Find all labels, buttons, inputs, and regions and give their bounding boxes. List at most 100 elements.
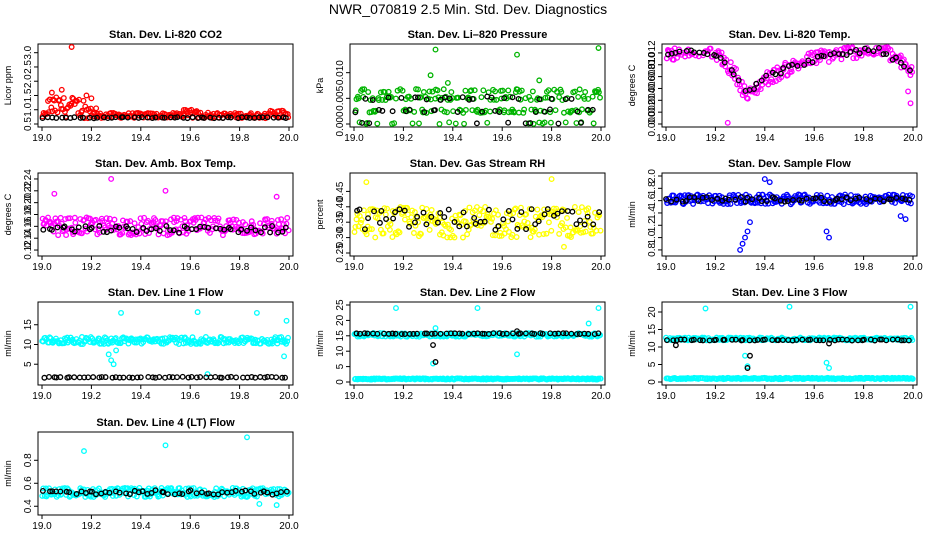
data-point [156, 493, 163, 499]
data-point [139, 488, 146, 495]
data-point [253, 309, 260, 316]
data-point [174, 374, 180, 381]
x-tick-label: 19.4 [755, 262, 775, 273]
data-point [257, 229, 264, 236]
data-point [121, 335, 128, 342]
data-point [798, 197, 805, 204]
x-tick-label: 19.8 [230, 133, 250, 144]
x-tick-label: 19.8 [230, 262, 250, 273]
data-point [205, 224, 212, 231]
data-point [737, 194, 744, 201]
data-point [753, 80, 760, 87]
data-point [850, 55, 857, 62]
data-point [781, 198, 788, 205]
y-tick-label: 5 [647, 361, 658, 367]
x-tick-label: 19.6 [180, 521, 200, 532]
data-point [374, 120, 381, 127]
data-point [174, 114, 181, 121]
data-point [149, 374, 156, 381]
y-tick-label: 0.20 [23, 192, 34, 212]
data-point [676, 48, 683, 55]
y-axis-label: Licor ppm [3, 66, 13, 106]
data-point [562, 119, 569, 126]
data-point [663, 196, 669, 202]
data-point [778, 74, 785, 81]
x-tick-label: 19.6 [492, 391, 512, 402]
data-point [387, 221, 394, 228]
data-point [577, 217, 583, 224]
data-point [581, 221, 588, 228]
data-point [411, 108, 418, 115]
x-tick-label: 19.4 [443, 133, 463, 144]
data-point [152, 114, 159, 121]
plot-frame [37, 431, 294, 516]
data-point [840, 201, 847, 208]
plot-frame [661, 172, 918, 257]
y-tick-label: 0.12 [23, 240, 34, 260]
data-point [820, 337, 827, 344]
data-point [363, 231, 370, 238]
data-point [545, 219, 552, 226]
data-point [213, 485, 220, 492]
data-point [492, 226, 499, 233]
y-tick-label: 0.006 [647, 76, 658, 101]
data-point [282, 374, 288, 381]
data-point [46, 334, 53, 341]
y-tick-label: 0.30 [335, 227, 346, 247]
x-tick-label: 19.2 [394, 391, 414, 402]
data-point [184, 115, 191, 122]
data-point [838, 196, 845, 203]
data-point [591, 331, 598, 338]
data-point [585, 95, 592, 102]
data-point [376, 219, 383, 226]
data-point [541, 108, 548, 115]
data-point [88, 95, 95, 102]
y-tick-label: 0.18 [23, 204, 34, 224]
x-tick-label: 19.6 [180, 391, 200, 402]
data-point [189, 334, 196, 341]
x-tick-label: 19.4 [131, 133, 151, 144]
data-point [202, 216, 209, 223]
panel-title: Stan. Dev. Gas Stream RH [410, 158, 546, 170]
data-point [697, 337, 704, 344]
data-point [251, 490, 258, 497]
data-point [579, 106, 585, 113]
y-axis-label: ml/min [627, 330, 637, 357]
data-point [445, 206, 452, 213]
data-point [194, 309, 201, 316]
data-point [814, 53, 821, 60]
data-point [398, 94, 405, 101]
data-point [437, 96, 444, 103]
data-point [87, 334, 94, 341]
data-point [521, 106, 528, 113]
data-point [573, 331, 580, 338]
data-point [556, 94, 563, 101]
data-point [505, 228, 512, 235]
data-point [257, 220, 264, 227]
data-point [556, 230, 563, 237]
data-point [444, 79, 451, 86]
y-tick-label: 0.002 [647, 99, 658, 124]
data-point [47, 220, 54, 226]
y-tick-label: 0.4 [23, 499, 34, 513]
data-point [902, 216, 909, 223]
y-axis-label: degrees C [627, 64, 637, 106]
data-point [414, 213, 421, 220]
data-point [582, 89, 589, 95]
data-point [875, 44, 882, 51]
data-point [488, 218, 494, 225]
data-point [468, 87, 475, 94]
data-point [754, 90, 760, 97]
data-point [431, 107, 438, 113]
y-tick-label: 0.005 [335, 85, 346, 110]
data-point [66, 489, 73, 496]
data-point [134, 374, 141, 381]
data-point [691, 49, 697, 56]
data-point [137, 215, 144, 222]
y-axis-label: ml/min [3, 460, 13, 487]
data-point [820, 53, 827, 60]
data-point [729, 336, 736, 343]
data-point [361, 226, 368, 233]
data-point [385, 330, 392, 337]
data-point [60, 95, 67, 101]
